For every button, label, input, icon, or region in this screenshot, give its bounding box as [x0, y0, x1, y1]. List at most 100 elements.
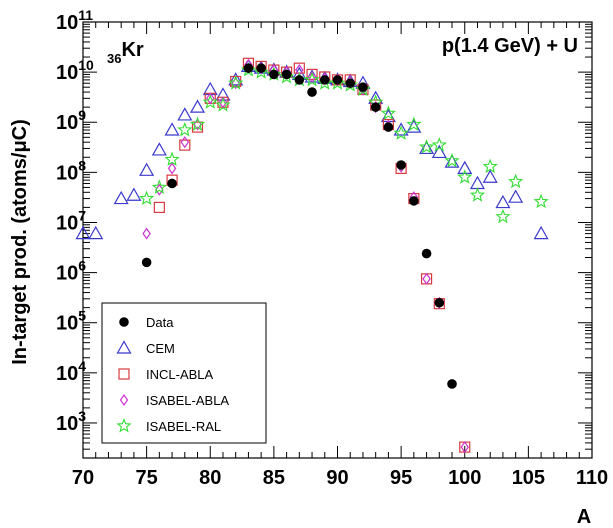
series-data — [141, 63, 457, 389]
point-cem — [495, 194, 511, 209]
point-isabel-ral — [418, 139, 435, 154]
point-isabel-abla — [142, 227, 151, 240]
y-tick-label: 108 — [56, 157, 86, 184]
point-isabel-ral — [228, 75, 244, 90]
point-isabel-ral — [380, 105, 397, 120]
point-isabel-ral — [431, 137, 447, 152]
point-isabel-ral — [469, 187, 486, 202]
point-cem — [393, 122, 409, 136]
y-tick-base: 10 — [56, 413, 78, 435]
y-tick-label: 106 — [56, 258, 86, 285]
point-cem — [139, 162, 155, 176]
point-isabel-ral — [329, 75, 346, 90]
legend-label: ISABEL-ABLA — [146, 393, 229, 408]
y-tick-exponent: 6 — [78, 258, 86, 274]
point-data — [141, 257, 152, 268]
x-tick-labels: 70 75 80 85 90 95 100 105 110 — [72, 467, 608, 489]
point-data — [256, 63, 266, 73]
point-isabel-ral — [189, 116, 206, 132]
point-cem — [151, 142, 167, 156]
x-tick-label: 70 — [72, 467, 94, 489]
point-cem — [457, 160, 473, 174]
axis-ticks — [82, 21, 593, 459]
point-isabel-abla — [180, 136, 190, 149]
y-tick-label: 107 — [56, 207, 86, 234]
point-data — [281, 69, 292, 80]
reaction-label: p(1.4 GeV) + U — [442, 35, 578, 57]
point-cem — [113, 190, 129, 205]
point-data — [319, 75, 330, 85]
y-tick-exponent: 9 — [78, 107, 86, 123]
point-cem — [228, 72, 244, 86]
point-isabel-ral — [138, 190, 155, 206]
x-tick-label: 90 — [326, 467, 348, 489]
point-cem — [75, 225, 91, 240]
y-tick-exponent: 8 — [78, 157, 86, 173]
point-cem — [177, 107, 193, 121]
data-markers — [75, 57, 549, 454]
point-cem — [533, 225, 549, 240]
point-data — [269, 69, 279, 80]
legend-label: INCL-ABLA — [146, 367, 214, 382]
legend-marker — [118, 368, 130, 380]
point-cem — [126, 187, 142, 201]
legend-marker — [119, 393, 129, 407]
x-tick-label: 85 — [263, 467, 285, 489]
x-tick-label: 80 — [199, 467, 221, 489]
point-cem — [508, 189, 524, 203]
point-isabel-ral — [164, 151, 180, 167]
point-isabel-abla — [295, 63, 304, 77]
y-tick-exponent: 11 — [78, 7, 93, 23]
legend-marker — [116, 417, 132, 433]
legend-label: CEM — [146, 341, 175, 356]
y-axis-title: In-target prod. (atoms/μC) — [9, 119, 31, 365]
element-label-symbol: Kr — [121, 39, 143, 61]
point-isabel-ral — [151, 179, 167, 194]
point-isabel-ral — [393, 125, 409, 140]
point-cem — [431, 144, 447, 159]
x-tick-label: 95 — [390, 467, 412, 489]
point-data — [167, 178, 177, 189]
y-tick-label: 109 — [56, 107, 86, 134]
y-tick-base: 10 — [56, 112, 78, 134]
point-isabel-ral — [495, 208, 511, 224]
point-isabel-abla — [422, 272, 431, 285]
point-isabel-ral — [482, 158, 498, 174]
x-tick-label: 105 — [512, 467, 545, 489]
point-cem — [164, 122, 180, 136]
point-data — [421, 248, 432, 259]
y-tick-base: 10 — [56, 12, 78, 34]
legend-marker — [116, 340, 132, 354]
point-cem — [482, 169, 498, 183]
point-data — [434, 297, 445, 308]
point-isabel-abla — [460, 441, 469, 454]
point-data — [345, 78, 356, 89]
point-isabel-abla — [206, 92, 215, 105]
point-isabel-ral — [202, 94, 218, 109]
point-data — [358, 82, 368, 93]
y-tick-base: 10 — [56, 363, 78, 385]
legend: Data CEM INCL-ABLA ISABEL-ABLA ISABEL-RAL — [101, 302, 267, 444]
x-tick-label: 100 — [448, 467, 481, 489]
y-tick-exponent: 7 — [78, 207, 86, 223]
point-data — [383, 122, 394, 132]
point-data — [409, 196, 419, 206]
point-incl-abla — [191, 121, 204, 133]
point-data — [307, 87, 317, 97]
point-isabel-abla — [193, 118, 202, 131]
point-isabel-ral — [457, 169, 473, 184]
point-data — [294, 75, 305, 85]
point-isabel-ral — [508, 173, 524, 189]
y-tick-label: 104 — [56, 358, 86, 385]
legend-marker — [119, 317, 129, 327]
y-tick-exponent: 4 — [78, 358, 86, 374]
point-isabel-ral — [406, 116, 422, 132]
point-isabel-ral — [253, 64, 269, 79]
point-incl-abla — [153, 201, 165, 213]
legend-label: ISABEL-RAL — [146, 419, 221, 434]
point-cem — [189, 99, 206, 113]
y-tick-base: 10 — [56, 162, 78, 184]
legend-label: Data — [146, 315, 174, 330]
point-isabel-ral — [317, 75, 333, 90]
point-isabel-abla — [307, 70, 317, 84]
